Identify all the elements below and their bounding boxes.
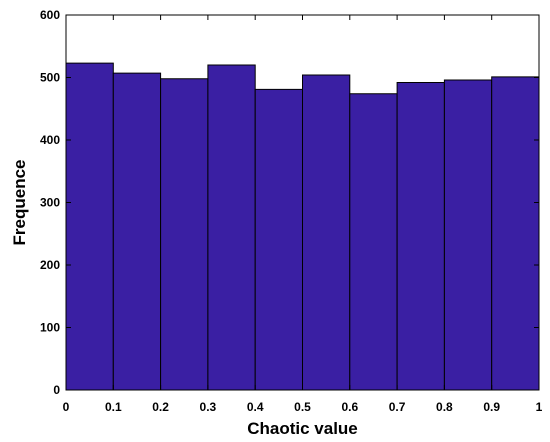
x-tick-label-10: 1 xyxy=(536,400,543,414)
histogram-bar-6 xyxy=(349,93,398,391)
histogram-bar-3 xyxy=(207,64,256,391)
x-tick-label-5: 0.5 xyxy=(294,400,311,414)
x-tick-label-3: 0.3 xyxy=(200,400,217,414)
y-tick-label-6: 600 xyxy=(40,8,60,22)
y-tick-label-3: 300 xyxy=(40,196,60,210)
histogram-bar-0 xyxy=(65,62,114,391)
y-tick-label-2: 200 xyxy=(40,258,60,272)
histogram-bar-5 xyxy=(302,74,351,391)
x-tick-label-8: 0.8 xyxy=(436,400,453,414)
histogram-bar-2 xyxy=(160,78,209,391)
bars-layer xyxy=(65,62,540,391)
x-tick-label-7: 0.7 xyxy=(389,400,406,414)
y-tick-label-5: 500 xyxy=(40,71,60,85)
histogram-bar-4 xyxy=(254,88,303,391)
x-tick-label-2: 0.2 xyxy=(152,400,169,414)
histogram-bar-8 xyxy=(443,79,493,391)
y-axis-label: Frequence xyxy=(10,160,29,246)
x-axis-label: Chaotic value xyxy=(247,419,358,438)
histogram-bar-9 xyxy=(491,76,540,391)
y-tick-label-1: 100 xyxy=(40,321,60,335)
x-tick-label-9: 0.9 xyxy=(483,400,500,414)
tick-labels-layer: 0 0.1 0.2 0.3 0.4 0.5 0.6 0.7 0.8 0.9 1 0 100 200 300 4… xyxy=(40,8,543,414)
x-tick-label-1: 0.1 xyxy=(105,400,122,414)
histogram-bar-7 xyxy=(396,82,445,391)
x-tick-label-6: 0.6 xyxy=(341,400,358,414)
y-tick-label-0: 0 xyxy=(53,383,60,397)
x-tick-label-0: 0 xyxy=(63,400,70,414)
histogram-bar-1 xyxy=(112,72,162,391)
ticks-layer xyxy=(65,14,540,391)
x-tick-label-4: 0.4 xyxy=(247,400,264,414)
y-tick-label-4: 400 xyxy=(40,133,60,147)
